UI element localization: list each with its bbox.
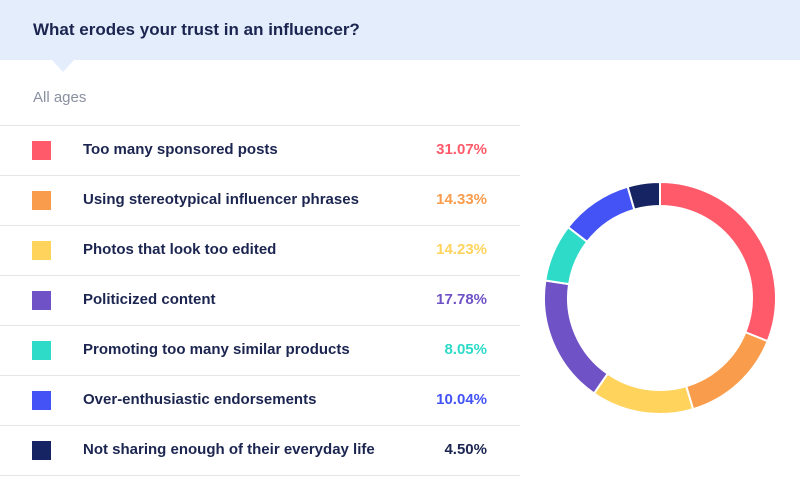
donut-slice xyxy=(659,180,777,343)
chart-subtitle: All ages xyxy=(33,89,87,106)
legend-row: Using stereotypical influencer phrases 14… xyxy=(0,175,520,225)
legend-row: Photos that look too edited 14.23% xyxy=(0,225,520,275)
legend-swatch xyxy=(32,241,51,260)
legend-row: Politicized content 17.78% xyxy=(0,275,520,325)
legend-label: Too many sponsored posts xyxy=(83,141,278,158)
donut-slice xyxy=(626,180,661,211)
data-label: 10.04% xyxy=(436,391,487,408)
legend-row: Too many sponsored posts 31.07% xyxy=(0,125,520,175)
data-label: 14.33% xyxy=(436,191,487,208)
chart-title: What erodes your trust in an influencer? xyxy=(33,20,360,39)
donut-slice xyxy=(543,279,610,395)
legend-row: Promoting too many similar products 8.05% xyxy=(0,325,520,375)
legend-row: Not sharing enough of their everyday lif… xyxy=(0,425,520,476)
data-label: 4.50% xyxy=(444,441,487,458)
data-label: 17.78% xyxy=(436,291,487,308)
legend-table: Too many sponsored posts 31.07% Using ster… xyxy=(0,125,520,476)
legend-swatch xyxy=(32,441,51,460)
donut-slice xyxy=(592,372,695,415)
legend-label: Not sharing enough of their everyday lif… xyxy=(83,441,375,458)
legend-label: Over-enthusiastic endorsements xyxy=(83,391,317,408)
donut-slice xyxy=(566,185,636,244)
header-pointer xyxy=(52,60,74,72)
data-label: 14.23% xyxy=(436,241,487,258)
legend-row: Over-enthusiastic endorsements 10.04% xyxy=(0,375,520,425)
chart-header: What erodes your trust in an influencer? xyxy=(0,0,800,60)
data-label: 8.05% xyxy=(444,341,487,358)
legend-swatch xyxy=(32,141,51,160)
legend-swatch xyxy=(32,191,51,210)
legend-label: Promoting too many similar products xyxy=(83,341,350,358)
data-label: 31.07% xyxy=(436,141,487,158)
legend-label: Politicized content xyxy=(83,291,216,308)
legend-label: Using stereotypical influencer phrases xyxy=(83,191,359,208)
legend-swatch xyxy=(32,391,51,410)
donut-chart xyxy=(543,180,777,415)
donut-slice xyxy=(684,330,769,411)
legend-swatch xyxy=(32,341,51,360)
legend-label: Photos that look too edited xyxy=(83,241,277,258)
legend-swatch xyxy=(32,291,51,310)
